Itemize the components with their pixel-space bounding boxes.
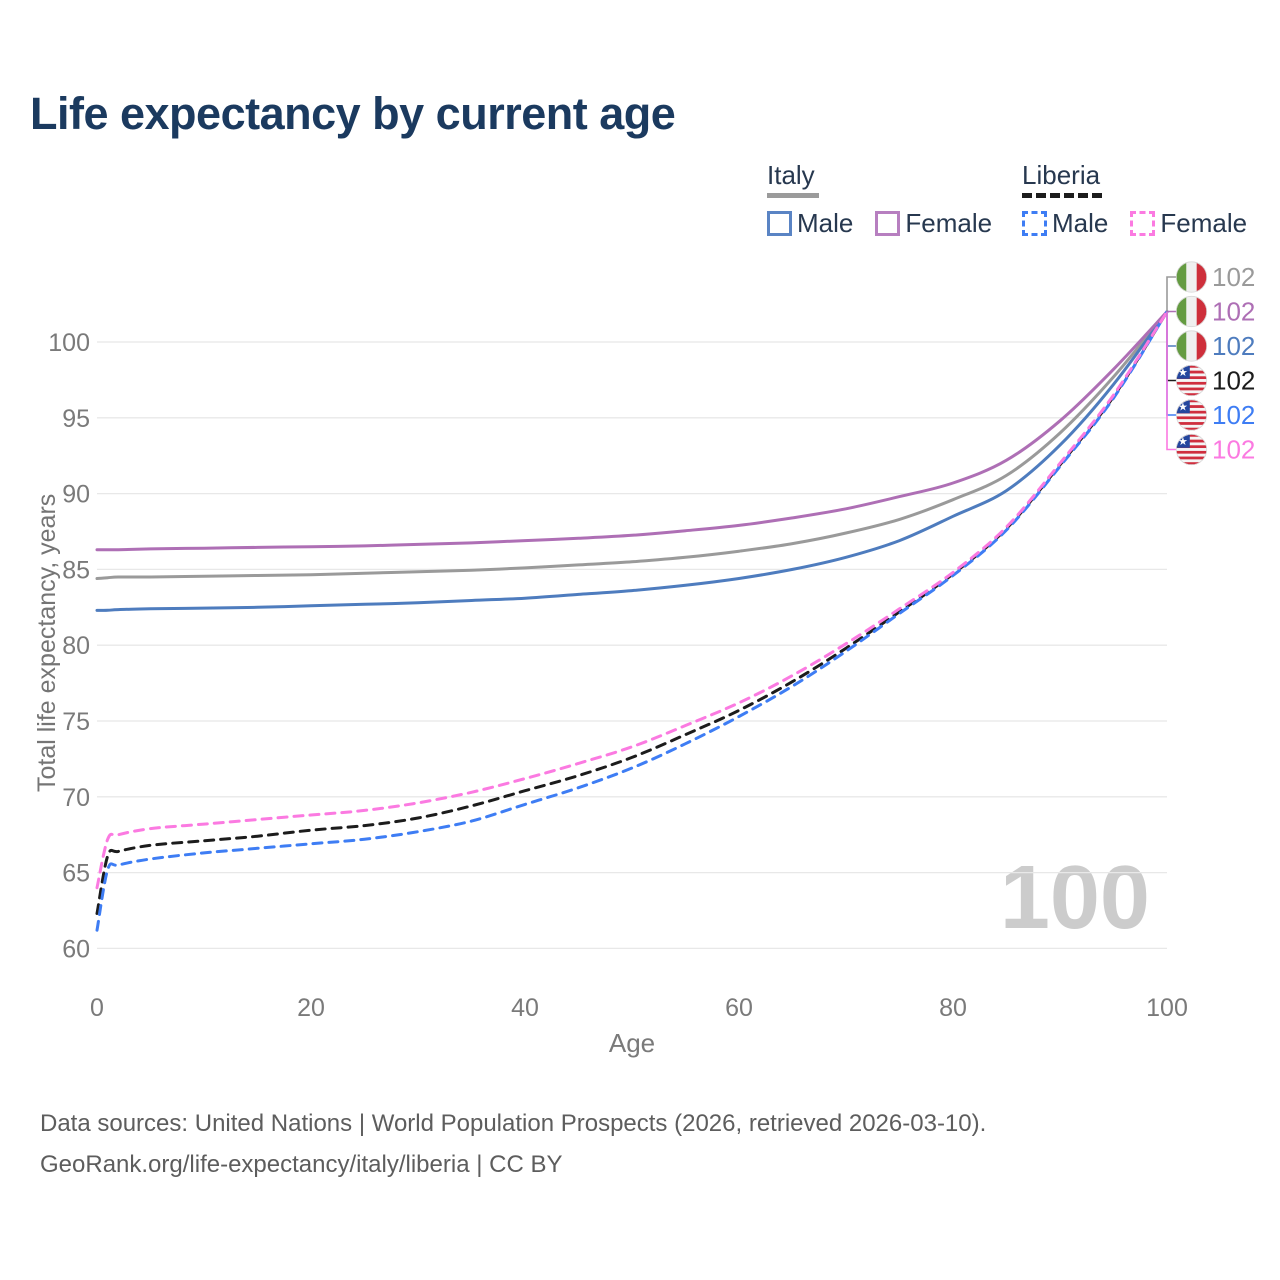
y-tick-75: 75	[62, 708, 90, 736]
flag-outline	[1175, 433, 1208, 466]
legend-liberia-label[interactable]: Liberia	[1022, 160, 1101, 190]
end-value-liberia-female: 102	[1212, 435, 1255, 465]
flag-outline	[1175, 295, 1208, 328]
x-tick-20: 20	[297, 994, 325, 1022]
attribution-link[interactable]: GeoRank.org/life-expectancy/italy/liberi…	[40, 1151, 563, 1178]
flag-italy-icon	[1176, 330, 1207, 362]
series-line-italy-male[interactable]	[95, 310, 1169, 612]
legend-liberia-female-label[interactable]: Female	[1160, 208, 1248, 238]
y-tick-85: 85	[62, 556, 90, 584]
series-line-liberia-total[interactable]	[95, 310, 1169, 916]
y-tick-90: 90	[62, 481, 90, 509]
end-value-liberia-total: 102	[1212, 366, 1255, 396]
legend-liberia-female-swatch[interactable]	[1130, 211, 1156, 236]
end-value-liberia-male: 102	[1212, 400, 1255, 430]
legend-italy-female-label[interactable]: Female	[905, 208, 993, 238]
end-label-connector-italy-male	[1166, 311, 1176, 347]
flag-outline	[1175, 261, 1208, 293]
y-tick-65: 65	[62, 860, 90, 888]
footer: Data sources: United Nations | World Pop…	[40, 1103, 986, 1185]
x-tick-0: 0	[90, 994, 104, 1022]
end-label-connector-italy-total	[1166, 276, 1176, 312]
end-value-italy-total: 102	[1212, 262, 1255, 292]
x-axis-title: Age	[608, 1028, 656, 1058]
y-tick-70: 70	[62, 784, 90, 812]
legend-liberia-male-label[interactable]: Male	[1052, 208, 1109, 238]
y-tick-60: 60	[62, 935, 90, 963]
flag-outline	[1175, 364, 1208, 397]
legend-italy-female-swatch[interactable]	[875, 211, 901, 236]
flag-liberia-icon: ★	[1176, 434, 1207, 465]
series-line-italy-total[interactable]	[95, 310, 1169, 580]
end-label-connector-liberia-female	[1166, 311, 1176, 451]
age-counter-watermark: 100	[999, 848, 1150, 948]
svg-text:★: ★	[1178, 402, 1188, 414]
x-tick-60: 60	[725, 994, 753, 1022]
flag-italy-icon	[1176, 296, 1207, 327]
flag-liberia-icon: ★	[1176, 365, 1207, 396]
y-tick-100: 100	[48, 329, 90, 357]
legend-group-liberia: Liberia Male Female	[1022, 160, 1247, 239]
series-line-italy-female[interactable]	[95, 310, 1169, 552]
svg-text:★: ★	[1178, 436, 1188, 448]
end-value-italy-male: 102	[1212, 331, 1255, 361]
x-tick-80: 80	[939, 994, 967, 1022]
data-sources-text: Data sources: United Nations | World Pop…	[40, 1110, 987, 1137]
flag-italy-icon	[1176, 261, 1207, 293]
y-tick-80: 80	[62, 632, 90, 660]
svg-text:★: ★	[1178, 367, 1188, 379]
series-line-liberia-male[interactable]	[95, 310, 1169, 932]
flag-outline	[1175, 330, 1208, 362]
legend-liberia-male-swatch[interactable]	[1022, 211, 1047, 236]
legend-group-italy: Italy Male Female	[767, 160, 992, 239]
legend-italy-line-sample	[767, 193, 819, 198]
legend-italy-label[interactable]: Italy	[767, 160, 815, 190]
end-label-connector-liberia-male	[1166, 311, 1176, 416]
legend-italy-male-swatch[interactable]	[767, 211, 792, 236]
end-value-italy-female: 102	[1212, 297, 1255, 327]
x-tick-40: 40	[511, 994, 539, 1022]
page-title: Life expectancy by current age	[30, 88, 676, 139]
legend-liberia-line-sample	[1022, 193, 1102, 198]
y-tick-95: 95	[62, 405, 90, 433]
series-line-liberia-female[interactable]	[95, 310, 1169, 890]
flag-outline	[1175, 399, 1208, 431]
x-tick-100: 100	[1146, 994, 1188, 1022]
flag-liberia-icon: ★	[1176, 399, 1207, 431]
legend-italy-male-label[interactable]: Male	[797, 208, 854, 238]
